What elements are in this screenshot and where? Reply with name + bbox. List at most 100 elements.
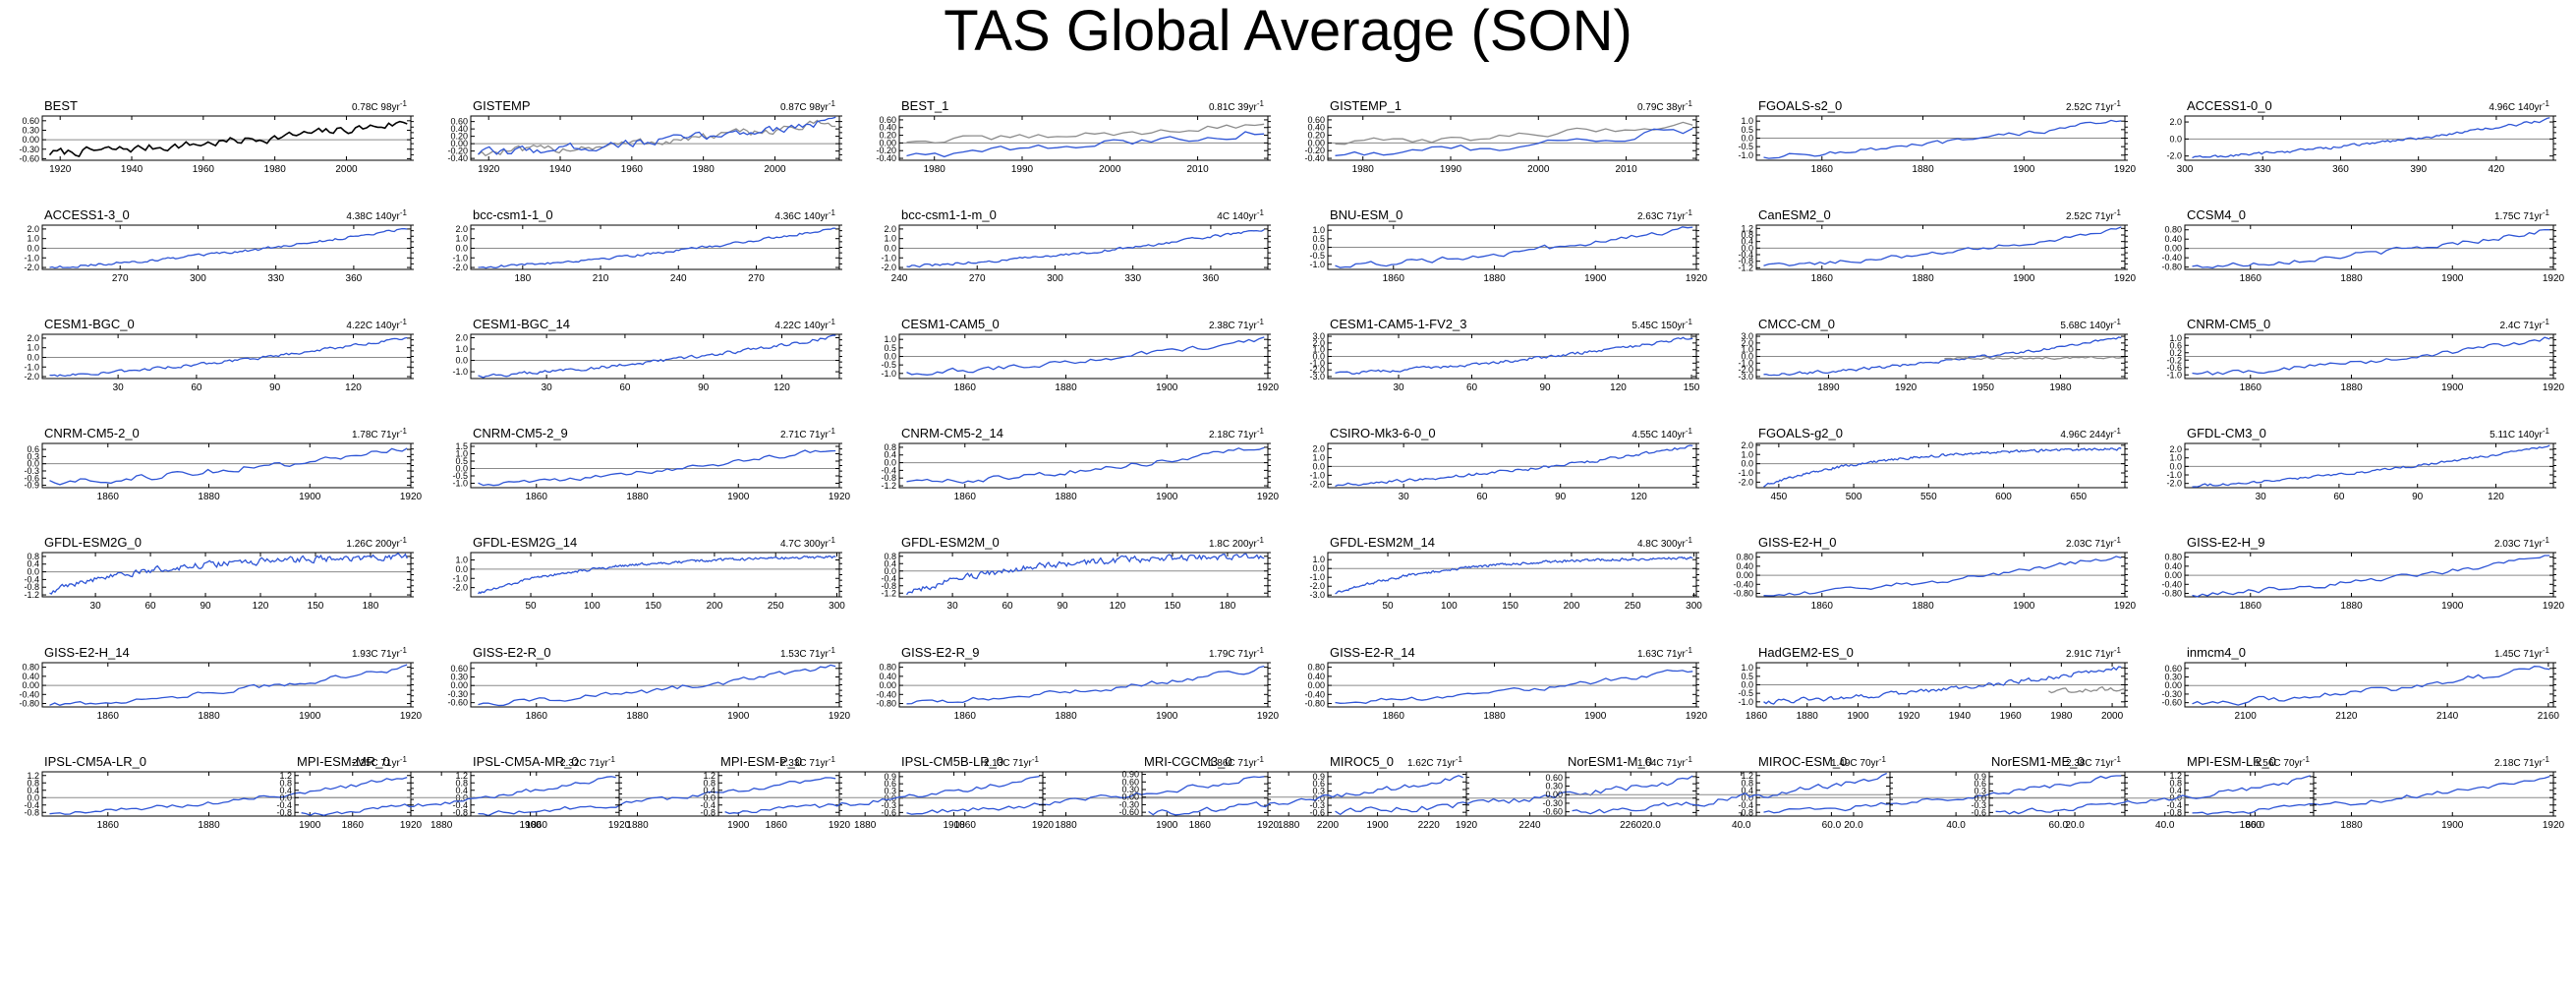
y-tick-label: 0.00 <box>22 135 39 145</box>
y-tick-label: 0.4 <box>279 786 292 795</box>
y-tick-label: -3.0 <box>1309 372 1325 381</box>
x-tick-label: 1880 <box>198 492 220 502</box>
trend-superscript: -1 <box>2114 755 2122 764</box>
x-tick-label: 270 <box>112 273 129 284</box>
plot-frame <box>41 224 412 270</box>
y-tick-label: 2.0 <box>2169 117 2182 127</box>
x-tick-label: 1860 <box>342 820 365 831</box>
x-tick-label: 1940 <box>549 164 572 175</box>
chart-panel: CanESM2_0 2.52C 71yr-1 1.20.80.40.0-0.4-0.… <box>1738 207 2136 284</box>
x-tick-label: 1920 <box>2543 273 2565 284</box>
y-tick-label: 1.0 <box>455 344 468 354</box>
x-tick-label: 1980 <box>2049 382 2072 393</box>
y-tick-label: 0.0 <box>1741 352 1753 362</box>
y-tick-label: 0.8 <box>884 442 896 452</box>
x-tick-label: 2160 <box>2538 711 2560 722</box>
panel-title: MRI-CGCM3_0 <box>1144 754 1232 769</box>
chart-panel: CNRM-CM5_0 2.4C 71yr-11.00.60.2-0.2-0.6-1… <box>2166 317 2564 393</box>
x-tick-label: 1940 <box>121 164 143 175</box>
y-tick-label: 1.2 <box>703 771 716 781</box>
y-tick-label: -2.0 <box>452 583 468 593</box>
y-tick-label: 1.0 <box>1741 345 1753 355</box>
y-tick-label: 2.0 <box>455 332 468 342</box>
x-tick-label: 90 <box>269 382 281 393</box>
y-tick-label: 2.0 <box>1312 443 1325 453</box>
chart-panel: GISS-E2-H_14 1.93C 71yr-1 0.800.400.00-0.4… <box>19 645 422 722</box>
panel-trend-label: 5.45C 150yr-1 <box>1631 318 1692 331</box>
y-tick-label: 0.8 <box>2169 778 2182 788</box>
x-tick-label: 1920 <box>49 164 72 175</box>
x-tick-label: 1900 <box>299 711 321 722</box>
x-tick-label: 1880 <box>1912 273 1934 284</box>
panel-title: IPSL-CM5B-LR_0 <box>901 754 1003 769</box>
chart-panel: IPSL-CM5B-LR_0 1.86C 71yr-10.90.60.30.0-0… <box>881 754 1279 831</box>
y-tick-label: 1.2 <box>2169 771 2182 781</box>
series-line <box>49 776 408 815</box>
x-tick-label: 1860 <box>954 820 977 831</box>
y-tick-label: 0.30 <box>450 673 468 682</box>
x-tick-label: 360 <box>346 273 363 284</box>
x-tick-label: 1920 <box>2543 601 2565 612</box>
x-tick-label: 1860 <box>954 382 977 393</box>
x-tick-label: 1900 <box>2441 273 2464 284</box>
x-tick-label: 1880 <box>854 820 877 831</box>
series-line <box>906 665 1265 705</box>
x-tick-label: 250 <box>768 601 784 612</box>
y-tick-label: -0.5 <box>1309 251 1325 261</box>
y-tick-label: 1.0 <box>884 334 896 344</box>
x-tick-label: 330 <box>1124 273 1141 284</box>
trend-superscript: -1 <box>2114 99 2122 108</box>
y-tick-label: 0.3 <box>884 786 896 795</box>
x-tick-label: 120 <box>345 382 362 393</box>
y-tick-label: 1.0 <box>455 556 468 565</box>
x-tick-label: 20.0 <box>1641 820 1661 831</box>
y-tick-label: -0.80 <box>1733 589 1753 599</box>
y-tick-label: -0.5 <box>1738 142 1753 151</box>
panel-trend-label: 4.8C 300yr-1 <box>1637 536 1693 550</box>
panel-title: GISS-E2-H_0 <box>1758 535 1836 550</box>
panel-title: GFDL-ESM2M_0 <box>901 535 1000 550</box>
y-tick-label: 1.0 <box>2169 333 2182 343</box>
chart-panel: GISS-E2-R_14 1.63C 71yr-1 0.800.400.00-0.4… <box>1304 645 1707 722</box>
panel-trend-label: 0.81C 39yr-1 <box>1209 99 1265 113</box>
x-tick-label: 300 <box>829 601 845 612</box>
y-tick-label: -0.80 <box>19 699 39 709</box>
y-tick-label: 0.5 <box>1312 234 1325 244</box>
y-tick-label: 1.0 <box>1741 449 1753 459</box>
x-tick-label: 1920 <box>1257 711 1280 722</box>
x-tick-label: 1960 <box>193 164 215 175</box>
y-tick-label: -0.40 <box>876 153 896 163</box>
trend-superscript: -1 <box>1456 755 1463 764</box>
series-line <box>49 336 408 378</box>
plot-frame <box>898 771 1269 817</box>
panel-title: CNRM-CM5-2_9 <box>473 426 568 440</box>
series-line <box>1995 775 2311 815</box>
x-tick-label: 330 <box>267 273 284 284</box>
y-tick-label: 1.2 <box>279 771 292 781</box>
chart-panel: GFDL-ESM2G_14 4.7C 300yr-1 1.00.0-1.0-2.0 5… <box>452 535 845 612</box>
panel-title: MPI-ESM-MR_0 <box>297 754 390 769</box>
panel-title: GFDL-ESM2G_14 <box>473 535 577 550</box>
y-tick-label: 0.00 <box>879 680 896 690</box>
panel-title: CESM1-BGC_14 <box>473 317 570 331</box>
plot-frame <box>1755 771 2126 817</box>
y-tick-label: -0.30 <box>1542 798 1563 808</box>
trend-superscript: -1 <box>2114 208 2122 217</box>
chart-panel: GISS-E2-H_9 2.03C 71yr-1 0.800.400.00-0.40… <box>2161 535 2564 612</box>
y-tick-label: -1.0 <box>1309 470 1325 480</box>
x-tick-label: 1990 <box>1440 164 1462 175</box>
x-tick-label: 200 <box>707 601 723 612</box>
x-tick-label: 1900 <box>727 492 750 502</box>
x-tick-label: 90 <box>200 601 211 612</box>
y-tick-label: -0.30 <box>2161 689 2182 699</box>
plot-frame <box>470 333 840 380</box>
y-tick-label: -2.0 <box>24 372 39 381</box>
x-tick-label: 2220 <box>1418 820 1441 831</box>
series-line <box>2192 336 2550 376</box>
x-tick-label: 300 <box>2177 164 2194 175</box>
x-tick-label: 60.0 <box>2049 820 2069 831</box>
plot-frame <box>470 224 840 270</box>
trend-superscript: -1 <box>2114 318 2122 326</box>
y-tick-label: 0.0 <box>27 352 39 362</box>
panel-title: NorESM1-ME_0 <box>1991 754 2085 769</box>
